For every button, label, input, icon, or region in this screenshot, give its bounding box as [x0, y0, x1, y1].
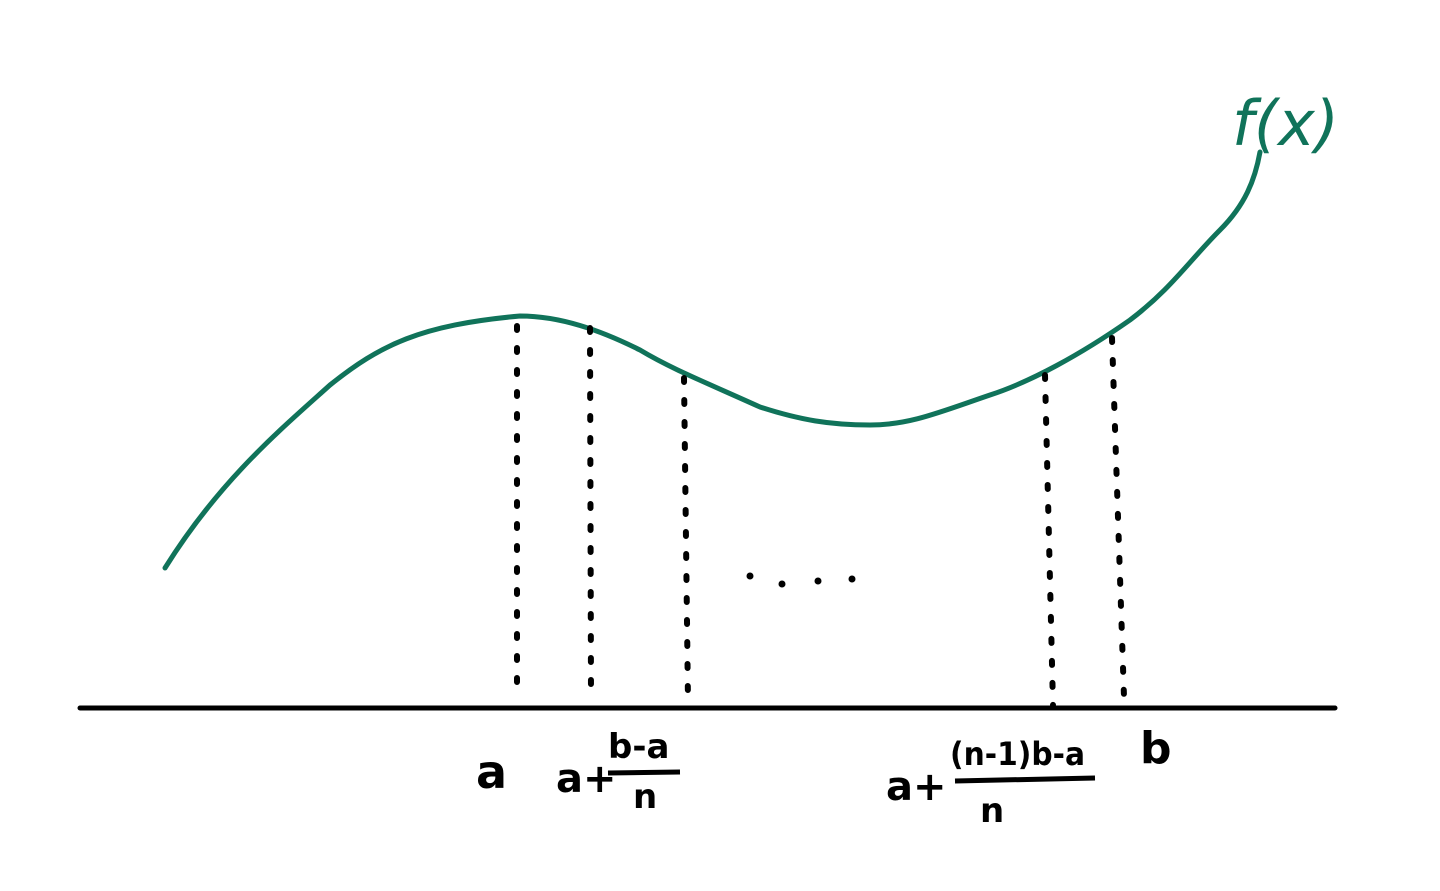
label-a: a — [476, 745, 507, 799]
label-second-last-denominator: n — [980, 791, 1004, 831]
label-second-last-prefix: a+ — [886, 764, 947, 810]
fraction-bar — [607, 769, 681, 776]
label-second-last-numerator: (n-1)b-a — [950, 735, 1085, 773]
curve-label: f(x) — [1232, 87, 1339, 160]
label-second-denominator: n — [633, 777, 657, 817]
partition-line-3 — [681, 375, 691, 705]
fraction-bar — [954, 775, 1096, 784]
partition-line-n-1 — [1042, 372, 1056, 708]
label-second-numerator: b-a — [608, 727, 669, 767]
ellipsis-dots — [746, 572, 856, 588]
function-curve — [162, 149, 1263, 571]
partition-line-b — [1109, 335, 1127, 700]
partition-line-2 — [587, 325, 594, 700]
label-second-prefix: a+ — [556, 756, 617, 802]
label-b: b — [1140, 723, 1172, 774]
